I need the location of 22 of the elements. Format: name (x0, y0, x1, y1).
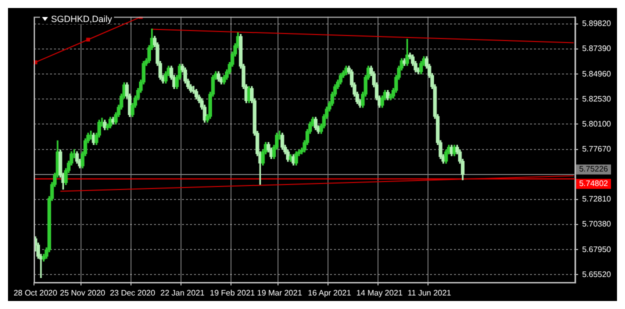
x-tick-label: 25 Nov 2020 (60, 288, 106, 298)
x-tick-label: 19 Mar 2021 (257, 288, 303, 298)
y-tick-label: 5.84960 (582, 69, 612, 78)
x-tick-label: 22 Jan 2021 (160, 288, 206, 298)
y-tick-label: 5.77670 (582, 144, 612, 154)
ref-line-label: 5.74802 (579, 179, 609, 188)
x-tick-label: 19 Feb 2021 (210, 288, 256, 298)
y-tick-label: 5.80100 (582, 119, 612, 128)
y-tick-label: 5.82530 (582, 94, 612, 104)
ref-line-label: 5.75226 (579, 164, 609, 174)
x-tick-label: 11 Jun 2021 (408, 288, 452, 298)
y-tick-label: 5.65520 (582, 270, 612, 279)
x-tick-label: 16 Apr 2021 (308, 288, 352, 298)
y-tick-label: 5.89820 (582, 19, 612, 28)
x-tick-label: 14 May 2021 (356, 288, 404, 298)
chart-title: SGDHKD,Daily (51, 14, 112, 24)
y-tick-label: 5.72810 (582, 194, 612, 204)
y-tick-label: 5.67950 (582, 244, 612, 254)
x-tick-label: 28 Oct 2020 (14, 288, 58, 298)
x-tick-label: 23 Dec 2020 (110, 288, 156, 298)
y-tick-label: 5.70380 (582, 220, 612, 229)
y-tick-label: 5.87390 (582, 44, 612, 54)
